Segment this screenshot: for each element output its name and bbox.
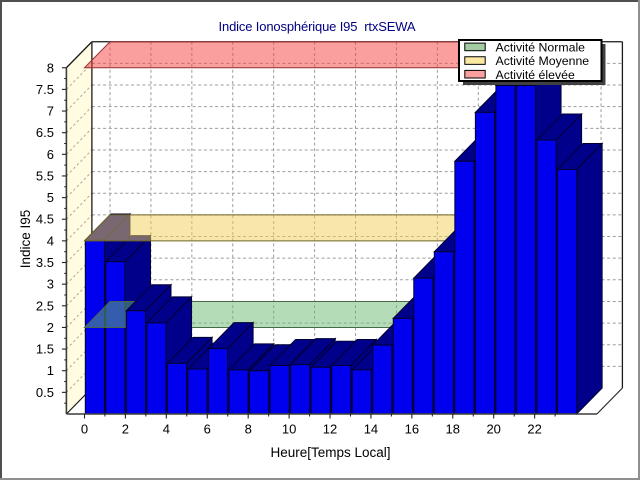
svg-text:1.5: 1.5 (36, 342, 54, 357)
svg-text:3: 3 (47, 277, 54, 292)
svg-text:0: 0 (81, 422, 88, 437)
svg-text:8: 8 (245, 422, 252, 437)
svg-text:Indice I95: Indice I95 (18, 210, 33, 269)
svg-text:3.5: 3.5 (36, 255, 54, 270)
svg-text:Activité élevée: Activité élevée (496, 68, 575, 82)
svg-text:7: 7 (47, 104, 54, 119)
svg-text:7.5: 7.5 (36, 82, 54, 97)
svg-text:6: 6 (204, 422, 211, 437)
svg-text:Indice Ionosphérique I95 rtxS: Indice Ionosphérique I95 rtxSEWA (219, 19, 416, 34)
svg-text:1: 1 (47, 363, 54, 378)
svg-text:6.5: 6.5 (36, 125, 54, 140)
svg-text:2: 2 (47, 320, 54, 335)
svg-text:8: 8 (47, 60, 54, 75)
svg-text:22: 22 (527, 422, 541, 437)
svg-text:16: 16 (405, 422, 419, 437)
svg-text:12: 12 (323, 422, 337, 437)
svg-text:Activité Moyenne: Activité Moyenne (496, 54, 590, 68)
svg-text:4: 4 (47, 233, 54, 248)
svg-text:Heure[Temps Local]: Heure[Temps Local] (270, 445, 390, 460)
svg-text:5.5: 5.5 (36, 168, 54, 183)
svg-text:Activité Normale: Activité Normale (496, 41, 586, 55)
svg-text:5: 5 (47, 190, 54, 205)
svg-text:2.5: 2.5 (36, 298, 54, 313)
svg-text:0.5: 0.5 (36, 385, 54, 400)
svg-text:2: 2 (122, 422, 129, 437)
svg-text:20: 20 (486, 422, 500, 437)
svg-text:6: 6 (47, 147, 54, 162)
svg-text:14: 14 (364, 422, 378, 437)
svg-text:10: 10 (282, 422, 296, 437)
svg-text:4: 4 (163, 422, 170, 437)
svg-text:4.5: 4.5 (36, 212, 54, 227)
svg-text:18: 18 (446, 422, 460, 437)
